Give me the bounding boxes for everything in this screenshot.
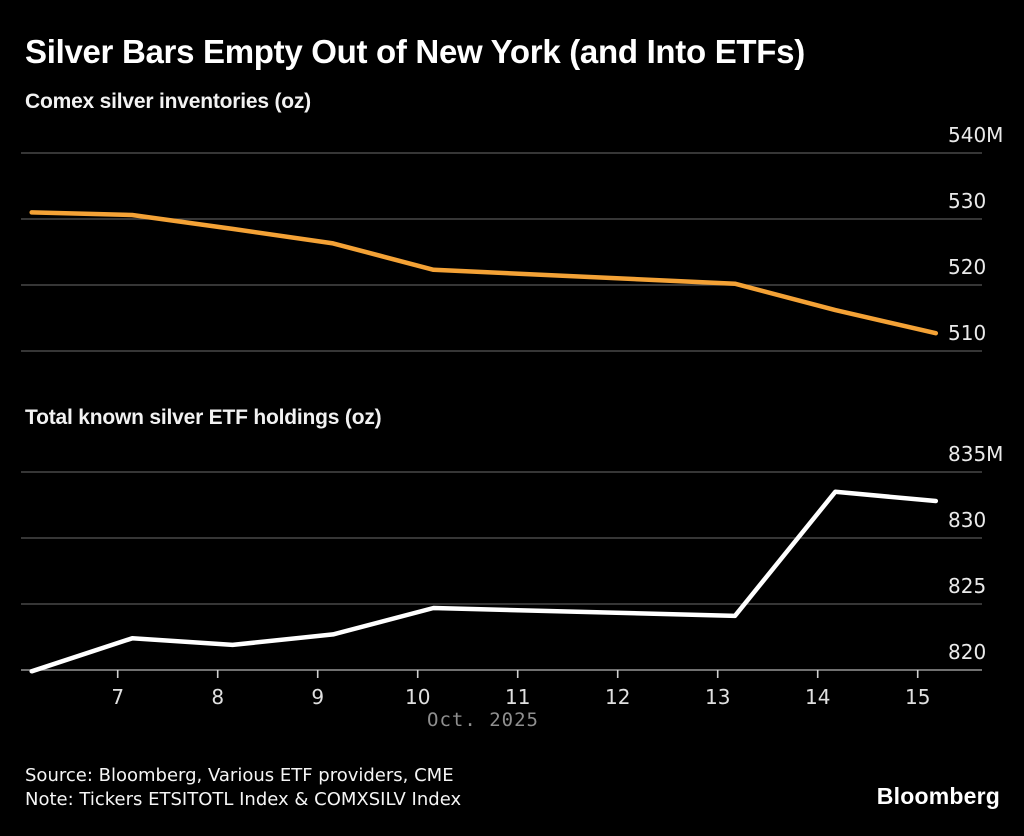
x-tick-label: 12 (605, 685, 630, 709)
page-title: Silver Bars Empty Out of New York (and I… (25, 33, 805, 70)
footer-note: Note: Tickers ETSITOTL Index & COMXSILV … (25, 789, 462, 810)
x-tick-label: 15 (905, 685, 930, 709)
chart2-subtitle: Total known silver ETF holdings (oz) (25, 406, 382, 429)
x-tick-label: 7 (111, 685, 124, 709)
footer-source: Source: Bloomberg, Various ETF providers… (25, 765, 454, 786)
y-tick-label: 540M (948, 123, 1003, 147)
x-tick-label: 11 (505, 685, 530, 709)
x-tick-label: 8 (211, 685, 224, 709)
y-tick-label: 825 (948, 574, 986, 598)
x-tick-label: 14 (805, 685, 830, 709)
series-line-etf (29, 489, 939, 674)
x-tick-label: 9 (311, 685, 324, 709)
x-tick-label: 10 (405, 685, 430, 709)
y-tick-label: 520 (948, 255, 986, 279)
x-axis-month-label: Oct. 2025 (427, 709, 539, 731)
series-line-comex (29, 210, 939, 336)
x-tick-label: 13 (705, 685, 730, 709)
y-tick-label: 830 (948, 508, 986, 532)
y-tick-label: 530 (948, 189, 986, 213)
bloomberg-logo: Bloomberg (876, 783, 1000, 809)
charts-canvas: 540M 530 520 510 835M 830 825 820 7 8 9 10 11 12 13 14 1… (21, 123, 1003, 709)
y-tick-label: 820 (948, 640, 986, 664)
y-tick-label: 510 (948, 321, 986, 345)
chart1-subtitle: Comex silver inventories (oz) (25, 90, 311, 113)
y-tick-label: 835M (948, 442, 1003, 466)
